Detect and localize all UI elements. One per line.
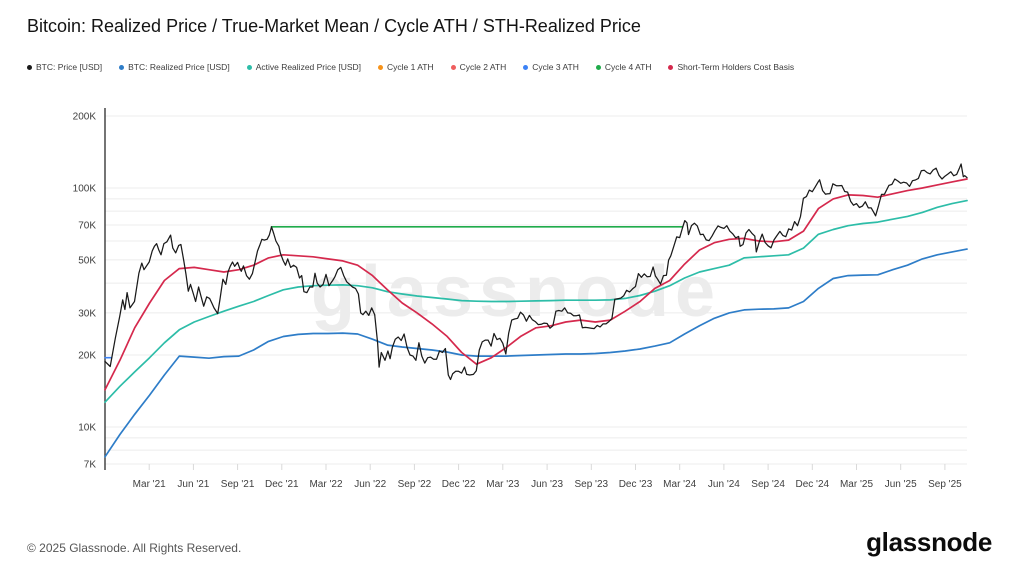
legend-item-cycle-3-ath[interactable]: Cycle 3 ATH [523,62,579,72]
x-tick-label: Jun '21 [177,479,209,490]
x-tick-label: Dec '23 [619,479,653,490]
x-tick-label: Sep '24 [751,479,785,490]
legend-label: Cycle 1 ATH [387,62,434,72]
legend-dot [119,64,125,70]
legend-item-cycle-4-ath[interactable]: Cycle 4 ATH [595,62,652,72]
legend-dot [450,64,456,70]
x-tick-label: Sep '21 [221,479,255,490]
legend-item-active-realized-price-usd[interactable]: Active Realized Price [USD] [246,62,362,72]
y-axis-label: 7K [84,460,97,471]
y-axis-label: 70K [78,221,96,232]
x-tick-label: Mar '24 [663,479,696,490]
legend-item-cycle-1-ath[interactable]: Cycle 1 ATH [378,62,434,72]
legend-dot [246,64,252,70]
legend-item-btc-realized-price-usd[interactable]: BTC: Realized Price [USD] [119,62,230,72]
legend-label: BTC: Realized Price [USD] [128,62,230,72]
x-tick-label: Dec '21 [265,479,299,490]
legend-dot [27,64,32,70]
copyright-text: © 2025 Glassnode. All Rights Reserved. [27,541,242,555]
x-tick-label: Sep '23 [574,479,608,490]
x-tick-label: Jun '25 [885,479,917,490]
legend-dot [378,64,384,70]
legend-dot [668,64,674,70]
x-tick-label: Mar '21 [133,479,166,490]
x-tick-label: Sep '25 [928,479,962,490]
glassnode-logo: glassnode [866,527,992,557]
x-tick-label: Jun '22 [354,479,386,490]
y-axis-label: 20K [78,351,96,362]
legend-label: Cycle 3 ATH [532,62,579,72]
series-line-btc-price-usd [104,163,968,381]
legend-label: BTC: Price [USD] [36,62,103,72]
legend-item-short-term-holders-cost-basis[interactable]: Short-Term Holders Cost Basis [668,62,794,72]
legend-label: Cycle 2 ATH [459,62,507,72]
legend-label: Active Realized Price [USD] [255,62,362,72]
y-axis-label: 10K [78,423,96,434]
x-tick-label: Dec '22 [442,479,476,490]
y-axis-label: 200K [73,112,97,123]
y-axis-label: 100K [73,184,97,195]
legend-item-cycle-2-ath[interactable]: Cycle 2 ATH [450,62,507,72]
series-line-short-term-holders-cost-basis [104,178,968,391]
chart-legend: BTC: Price [USD] BTC: Realized Price [USD… [27,62,794,72]
x-tick-label: Sep '22 [398,479,432,490]
x-tick-label: Mar '25 [840,479,873,490]
legend-label: Cycle 4 ATH [604,62,652,72]
series-line-btc-realized-price-usd [104,248,968,458]
x-tick-label: Mar '23 [486,479,519,490]
x-tick-label: Dec '24 [796,479,830,490]
x-tick-label: Jun '23 [531,479,563,490]
x-tick-label: Jun '24 [708,479,740,490]
page-title: Bitcoin: Realized Price / True-Market Me… [27,16,641,36]
y-axis-label: 50K [78,255,96,266]
series-line-active-realized-price-usd [104,199,968,404]
watermark-text: glassnode [311,252,721,332]
legend-dot [595,64,601,70]
y-axis-label: 30K [78,308,96,319]
x-tick-label: Mar '22 [309,479,342,490]
legend-label: Short-Term Holders Cost Basis [677,62,795,72]
legend-item-btc-price-usd[interactable]: BTC: Price [USD] [27,62,102,72]
legend-dot [523,64,529,70]
